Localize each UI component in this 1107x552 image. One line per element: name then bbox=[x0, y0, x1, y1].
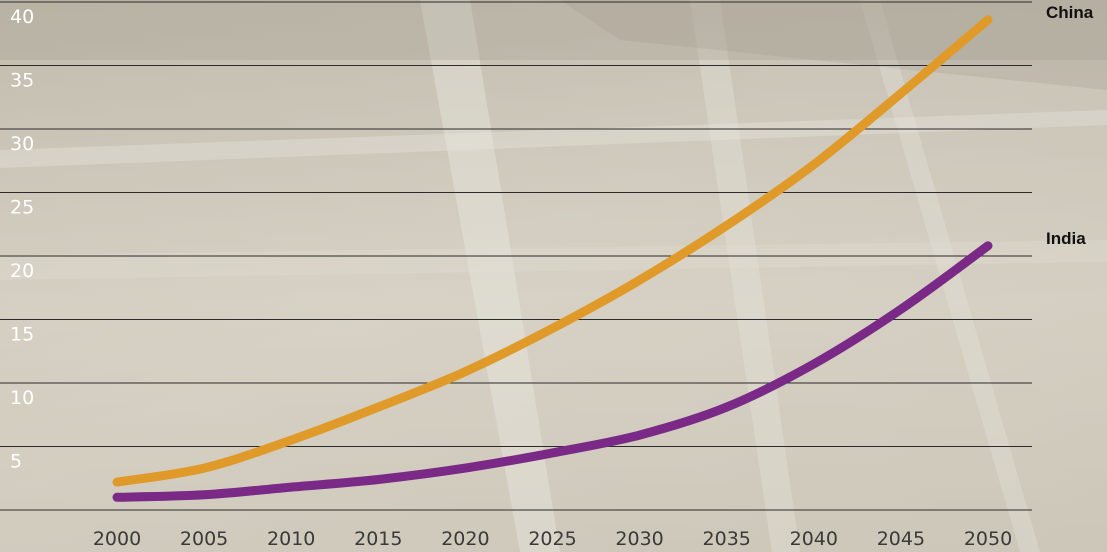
y-tick-label: 15 bbox=[10, 324, 34, 346]
y-tick-label: 40 bbox=[10, 6, 34, 28]
x-axis-ticks: 2000 2005 2010 2015 2020 2025 2030 2035 2040 2045… bbox=[93, 528, 1012, 550]
data-point-china bbox=[461, 367, 470, 376]
data-point-india bbox=[896, 305, 905, 314]
data-point-india bbox=[984, 241, 992, 250]
data-point-china bbox=[548, 324, 557, 333]
series-labels: China India bbox=[1046, 3, 1094, 248]
data-point-india bbox=[461, 464, 470, 473]
series-label-china: China bbox=[1046, 3, 1094, 22]
y-tick-label: 25 bbox=[10, 197, 34, 219]
y-tick-label: 35 bbox=[10, 70, 34, 92]
data-point-india bbox=[200, 490, 209, 499]
x-tick-label: 2030 bbox=[615, 528, 663, 550]
x-tick-label: 2010 bbox=[267, 528, 315, 550]
data-point-china bbox=[809, 160, 818, 169]
data-point-india bbox=[809, 360, 818, 368]
data-point-india bbox=[374, 475, 383, 484]
y-axis-ticks: 5 10 15 20 25 30 35 40 bbox=[10, 6, 34, 473]
x-tick-label: 2040 bbox=[790, 528, 838, 550]
y-tick-label: 5 bbox=[10, 451, 22, 473]
series-line-china bbox=[112, 15, 993, 487]
x-tick-label: 2050 bbox=[964, 528, 1012, 550]
data-point-china bbox=[287, 436, 296, 445]
data-point-india bbox=[722, 403, 731, 412]
data-point-china bbox=[635, 276, 644, 285]
x-tick-label: 2020 bbox=[441, 528, 489, 550]
data-point-india bbox=[287, 483, 296, 492]
data-point-china bbox=[984, 15, 992, 24]
data-point-china bbox=[374, 403, 383, 412]
x-tick-label: 2045 bbox=[877, 528, 925, 550]
data-point-china bbox=[896, 89, 905, 98]
data-point-china bbox=[722, 221, 731, 230]
x-tick-label: 2035 bbox=[703, 528, 751, 550]
x-tick-label: 2015 bbox=[354, 528, 402, 550]
x-tick-label: 2005 bbox=[180, 528, 228, 550]
data-point-india bbox=[113, 493, 121, 502]
y-tick-label: 20 bbox=[10, 260, 34, 282]
x-tick-label: 2025 bbox=[528, 528, 576, 550]
data-point-china bbox=[113, 478, 121, 487]
data-point-india bbox=[635, 431, 644, 440]
gridlines bbox=[0, 1, 1032, 511]
x-tick-label: 2000 bbox=[93, 528, 141, 550]
data-point-india bbox=[548, 448, 557, 457]
y-tick-label: 10 bbox=[10, 387, 34, 409]
series-lines bbox=[112, 15, 993, 502]
data-point-china bbox=[200, 464, 209, 473]
y-tick-label: 30 bbox=[10, 133, 34, 155]
series-label-india: India bbox=[1046, 229, 1086, 248]
